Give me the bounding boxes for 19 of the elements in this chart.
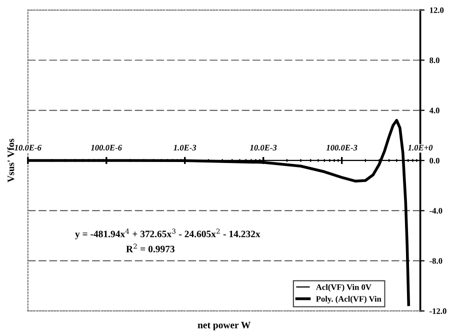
y-axis-title: Vsus' Vfos xyxy=(7,138,14,182)
legend-label: Poly. (Acl(VF) Vin xyxy=(316,296,382,304)
y-tick-label: -4.0 xyxy=(430,208,442,214)
annotation: R$^{2}$ = 0.9973 xyxy=(126,244,174,252)
y-tick-label: -8.0 xyxy=(430,258,442,264)
x-tick-label: 10.0E-3 xyxy=(250,144,277,150)
x-tick-label: 10.0E-6 xyxy=(14,144,42,150)
y-tick-label: 8.0 xyxy=(430,58,440,64)
x-axis-title: net power W xyxy=(198,322,251,330)
x-tick-label: 100.0E-6 xyxy=(90,144,122,150)
y-tick-label: 12.0 xyxy=(430,7,444,14)
annotation: y = -481.94x$^{4}$ + 372.65x$^{3}$ - 24.605x$^{2}$ - 14.232x xyxy=(75,228,260,240)
y-tick-label: 4.0 xyxy=(429,108,440,114)
legend-label: Acl(VF) Vin 0V xyxy=(316,284,372,292)
y-tick-label: -12.0 xyxy=(430,308,446,314)
x-tick-label: 100.0E-3 xyxy=(326,144,358,150)
x-tick-label: 1.0E+0 xyxy=(408,144,433,150)
x-tick-label: 1.0E-3 xyxy=(174,144,196,150)
y-tick-label: 0.0 xyxy=(430,158,440,164)
